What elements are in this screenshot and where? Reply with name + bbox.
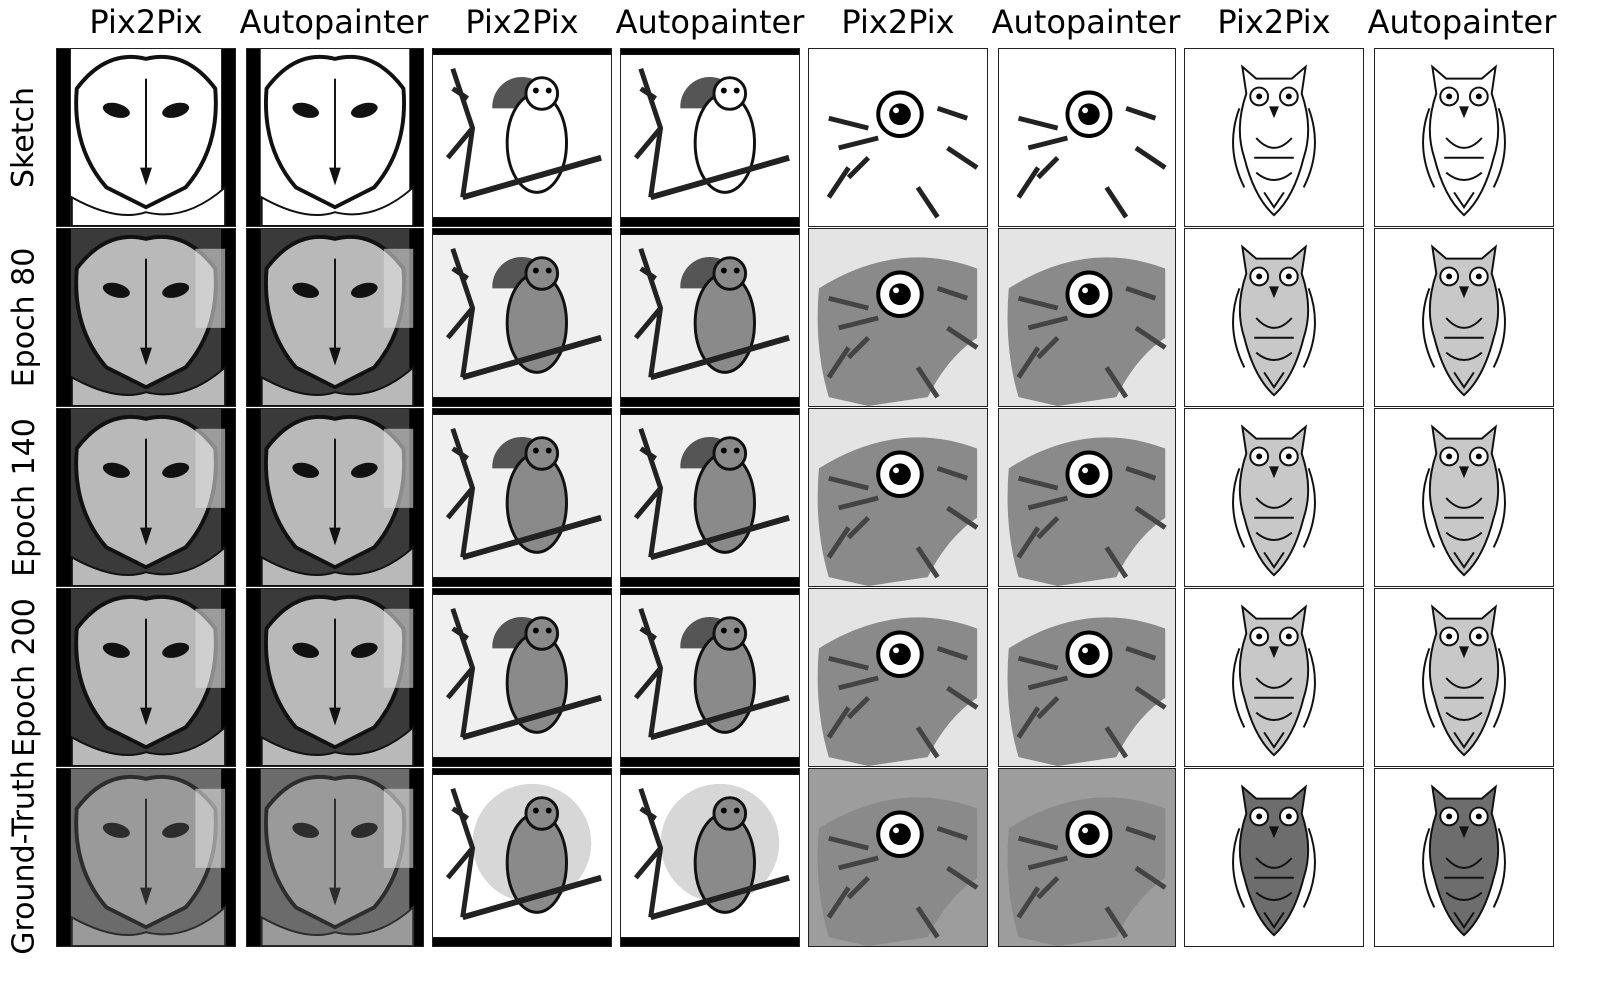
owl-image-owl-eye-closeup bbox=[808, 48, 988, 227]
owl-image-perched-owl bbox=[432, 408, 612, 587]
owl-image-owl-eye-closeup bbox=[998, 228, 1176, 407]
owl-image-tribal-owl bbox=[1374, 228, 1554, 407]
column-header: Autopainter bbox=[1367, 3, 1557, 41]
row-label: Epoch 140 bbox=[6, 418, 42, 577]
owl-image-perched-owl bbox=[620, 48, 800, 227]
owl-image-barn-owl bbox=[56, 408, 236, 587]
owl-image-barn-owl bbox=[246, 768, 424, 947]
owl-image-owl-eye-closeup bbox=[998, 588, 1176, 767]
owl-image-perched-owl bbox=[620, 408, 800, 587]
row-label: Sketch bbox=[6, 86, 42, 189]
owl-image-perched-owl bbox=[432, 768, 612, 947]
column-header: Pix2Pix bbox=[89, 3, 203, 41]
owl-image-owl-eye-closeup bbox=[808, 588, 988, 767]
row-label: Epoch 80 bbox=[6, 247, 42, 388]
owl-image-perched-owl bbox=[432, 48, 612, 227]
column-header: Autopainter bbox=[615, 3, 805, 41]
owl-image-tribal-owl bbox=[1374, 48, 1554, 227]
owl-image-perched-owl bbox=[620, 588, 800, 767]
owl-image-barn-owl bbox=[56, 228, 236, 407]
owl-image-tribal-owl bbox=[1374, 588, 1554, 767]
owl-image-tribal-owl bbox=[1184, 48, 1364, 227]
owl-image-owl-eye-closeup bbox=[808, 768, 988, 947]
owl-image-tribal-owl bbox=[1184, 408, 1364, 587]
column-header: Pix2Pix bbox=[1217, 3, 1331, 41]
owl-image-barn-owl bbox=[246, 228, 424, 407]
owl-image-owl-eye-closeup bbox=[998, 768, 1176, 947]
owl-image-perched-owl bbox=[620, 228, 800, 407]
owl-image-perched-owl bbox=[432, 228, 612, 407]
owl-image-barn-owl bbox=[56, 588, 236, 767]
owl-image-perched-owl bbox=[432, 588, 612, 767]
owl-image-barn-owl bbox=[56, 768, 236, 947]
owl-image-tribal-owl bbox=[1374, 408, 1554, 587]
row-label: Ground-Truth bbox=[6, 760, 42, 955]
owl-image-barn-owl bbox=[246, 48, 424, 227]
owl-image-tribal-owl bbox=[1184, 768, 1364, 947]
owl-image-tribal-owl bbox=[1184, 588, 1364, 767]
owl-image-barn-owl bbox=[246, 408, 424, 587]
owl-image-owl-eye-closeup bbox=[808, 408, 988, 587]
owl-image-barn-owl bbox=[56, 48, 236, 227]
column-header: Pix2Pix bbox=[465, 3, 579, 41]
column-header: Autopainter bbox=[239, 3, 429, 41]
owl-image-barn-owl bbox=[246, 588, 424, 767]
owl-image-owl-eye-closeup bbox=[808, 228, 988, 407]
owl-image-perched-owl bbox=[620, 768, 800, 947]
column-header: Pix2Pix bbox=[841, 3, 955, 41]
owl-image-owl-eye-closeup bbox=[998, 48, 1176, 227]
owl-image-tribal-owl bbox=[1374, 768, 1554, 947]
column-header: Autopainter bbox=[991, 3, 1181, 41]
row-label: Epoch 200 bbox=[6, 598, 42, 757]
owl-image-owl-eye-closeup bbox=[998, 408, 1176, 587]
owl-image-tribal-owl bbox=[1184, 228, 1364, 407]
